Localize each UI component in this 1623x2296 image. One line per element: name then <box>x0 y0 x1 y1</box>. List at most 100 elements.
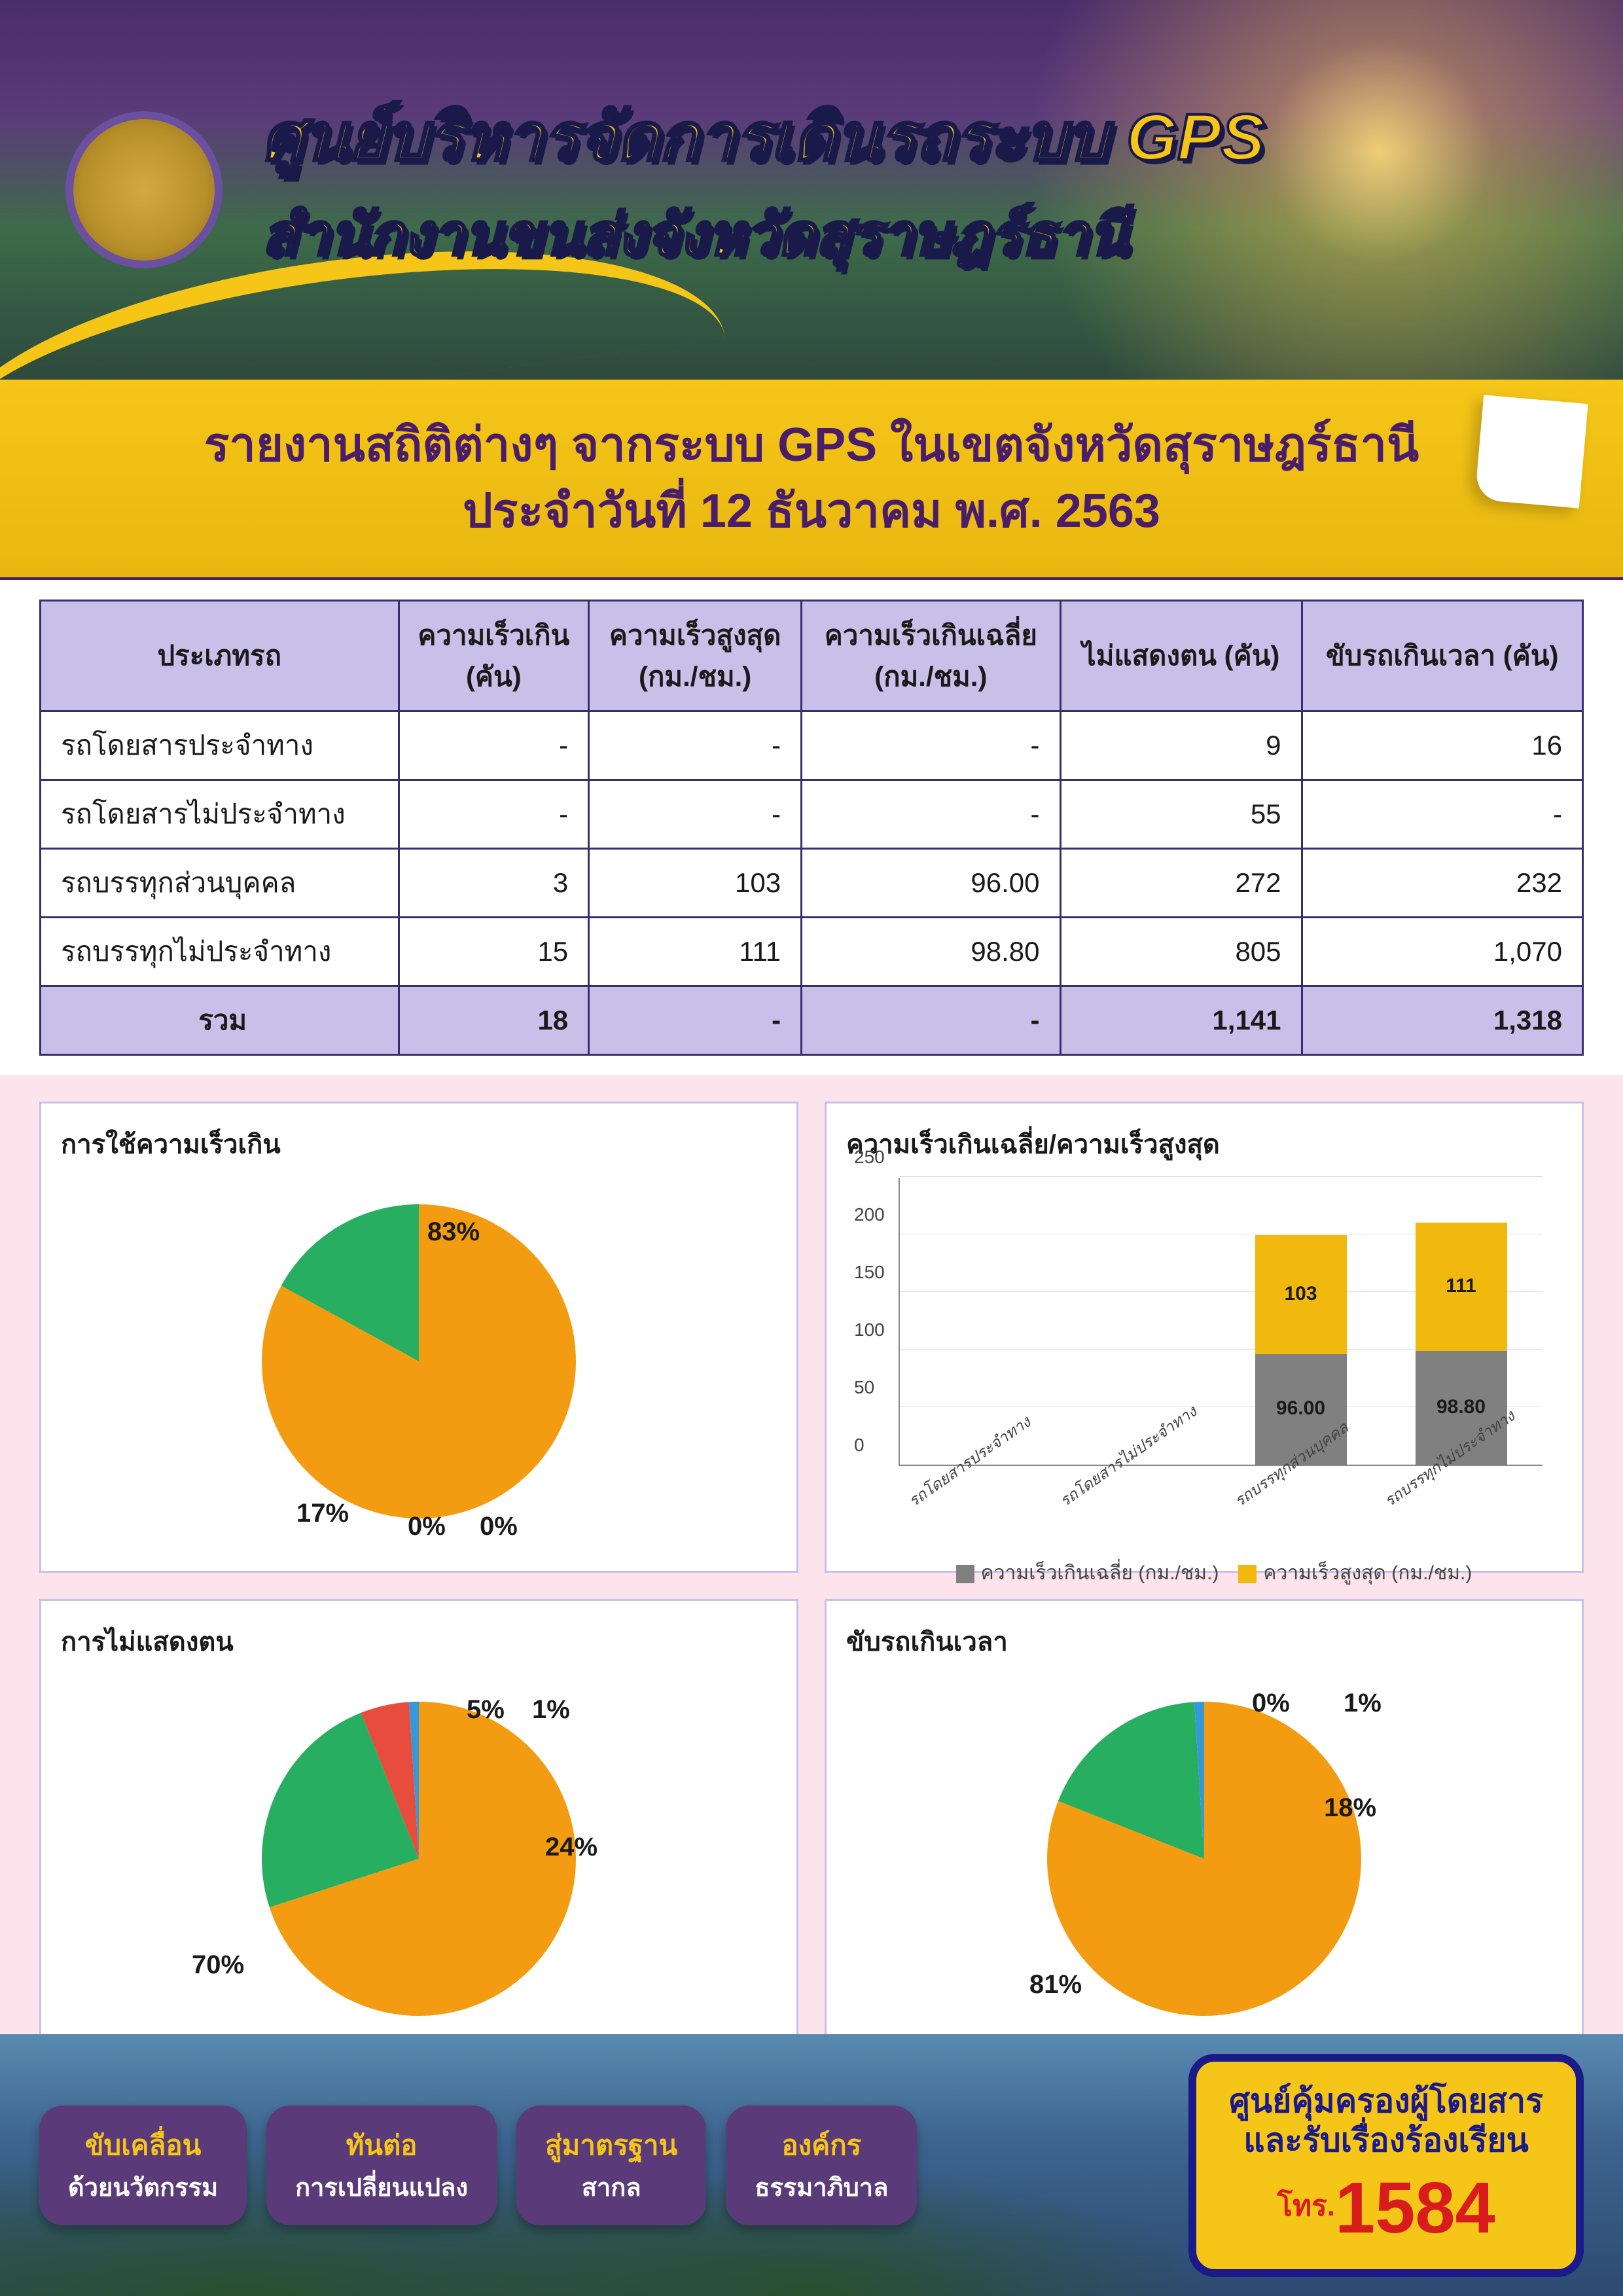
bar-legend: ความเร็วเกินเฉลี่ย (กม./ชม.)ความเร็วสูงส… <box>846 1558 1562 1588</box>
legend-label: ความเร็วเกินเฉลี่ย (กม./ชม.) <box>981 1562 1219 1584</box>
table-cell: - <box>589 986 802 1054</box>
chart-title: การใช้ความเร็วเกิน <box>61 1123 777 1165</box>
table-row: รถโดยสารประจำทาง---916 <box>41 711 1583 780</box>
tel-number: 1584 <box>1335 2168 1495 2248</box>
pie-label: 0% <box>408 1512 446 1541</box>
pie-chart-noid: การไม่แสดงตน 5% 1% 24% 70% <box>39 1599 798 2070</box>
chart-title: ความเร็วเกินเฉลี่ย/ความเร็วสูงสุด <box>846 1123 1562 1165</box>
pie-label: 17% <box>296 1499 349 1528</box>
hotline-line1: ศูนย์คุ้มครองผู้โดยสาร <box>1229 2081 1543 2121</box>
pie-canvas: 0% 1% 18% 81% <box>846 1676 1562 2042</box>
table-cell: - <box>589 780 802 848</box>
table-cell: - <box>802 711 1060 780</box>
header-subtitle: สำนักงานขนส่งจังหวัดสุราษฎร์ธานี <box>262 188 1264 280</box>
footer-pill: สู่มาตรฐานสากล <box>516 2106 706 2225</box>
table-cell: 15 <box>399 917 589 986</box>
header-text: ศูนย์บริหารจัดการเดินรถระบบ GPS สำนักงาน… <box>262 100 1264 280</box>
table-cell: - <box>399 711 589 780</box>
banner-line2: ประจำวันที่ 12 ธันวาคม พ.ศ. 2563 <box>65 478 1558 545</box>
pie-label: 70% <box>192 1950 244 1980</box>
table-cell: - <box>802 986 1060 1054</box>
hotline-box: ศูนย์คุ้มครองผู้โดยสาร และรับเรื่องร้องเ… <box>1188 2054 1584 2277</box>
table-total-row: รวม18--1,1411,318 <box>41 986 1583 1054</box>
y-tick: 150 <box>854 1262 885 1283</box>
table-cell: 9 <box>1060 711 1302 780</box>
pill-line2: ธรรมาภิบาล <box>755 2167 888 2207</box>
bar-value-label: 96.00 <box>1255 1397 1347 1420</box>
table-cell: 96.00 <box>802 848 1060 917</box>
y-tick: 100 <box>854 1319 885 1340</box>
data-table-section: ประเภทรถความเร็วเกิน(คัน)ความเร็วสูงสุด(… <box>0 580 1623 1075</box>
table-cell: 3 <box>399 848 589 917</box>
bar-x-label: รถโดยสารไม่ประจำทาง <box>1054 1399 1202 1513</box>
chart-title: ขับรถเกินเวลา <box>846 1621 1562 1662</box>
banner-line1: รายงานสถิติต่างๆ จากระบบ GPS ในเขตจังหวั… <box>65 412 1558 478</box>
table-cell: 805 <box>1060 917 1302 986</box>
table-cell: 111 <box>589 917 802 986</box>
bar-segment: 111 <box>1416 1223 1507 1350</box>
pie-svg <box>262 1204 576 1518</box>
table-cell: 1,141 <box>1060 986 1302 1054</box>
y-tick: 250 <box>854 1147 885 1168</box>
table-cell: 232 <box>1302 848 1582 917</box>
pill-line1: ขับเคลื่อน <box>68 2124 218 2167</box>
pie-label: 0% <box>480 1512 518 1541</box>
pill-line1: ทันต่อ <box>295 2124 468 2167</box>
chart-title: การไม่แสดงตน <box>61 1621 777 1662</box>
bar-group: 98.80111รถบรรทุกไม่ประจำทาง <box>1416 1223 1507 1464</box>
pie-label: 83% <box>427 1217 480 1247</box>
pill-line2: การเปลี่ยนแปลง <box>295 2167 468 2207</box>
pill-line1: องค์กร <box>755 2124 888 2167</box>
pie-chart-overtime: ขับรถเกินเวลา 0% 1% 18% 81% <box>825 1599 1584 2070</box>
hotline-line2: และรับเรื่องร้องเรียน <box>1229 2121 1543 2160</box>
table-cell: รวม <box>41 986 399 1054</box>
tel-label: โทร. <box>1277 2190 1336 2222</box>
table-cell: - <box>399 780 589 848</box>
pie-label: 18% <box>1324 1793 1376 1823</box>
table-cell: 16 <box>1302 711 1582 780</box>
y-tick: 200 <box>854 1204 885 1225</box>
table-row: รถบรรทุกไม่ประจำทาง1511198.808051,070 <box>41 917 1583 986</box>
bar-x-label: รถโดยสารประจำทาง <box>903 1409 1036 1513</box>
pie-label: 1% <box>1344 1689 1382 1718</box>
pie-label: 1% <box>532 1695 570 1725</box>
table-header: ความเร็วสูงสุด(กม./ชม.) <box>589 600 802 711</box>
y-tick: 0 <box>854 1435 865 1456</box>
report-banner: รายงานสถิติต่างๆ จากระบบ GPS ในเขตจังหวั… <box>0 380 1623 580</box>
table-cell: 55 <box>1060 780 1302 848</box>
pie-canvas: 5% 1% 24% 70% <box>61 1676 777 2042</box>
organization-logo <box>65 111 223 268</box>
pill-line2: ด้วยนวัตกรรม <box>68 2167 218 2207</box>
table-row: รถบรรทุกส่วนบุคคล310396.00272232 <box>41 848 1583 917</box>
table-header: ขับรถเกินเวลา (คัน) <box>1302 600 1582 711</box>
bar-group: 96.00103รถบรรทุกส่วนบุคคล <box>1255 1235 1347 1464</box>
table-cell: 1,318 <box>1302 986 1582 1054</box>
table-cell: รถโดยสารไม่ประจำทาง <box>41 780 399 848</box>
pie-label: 5% <box>467 1695 505 1725</box>
table-header: ความเร็วเกิน(คัน) <box>399 600 589 711</box>
table-cell: 1,070 <box>1302 917 1582 986</box>
table-cell: รถโดยสารประจำทาง <box>41 711 399 780</box>
y-tick: 50 <box>854 1377 874 1398</box>
pie-svg <box>1047 1702 1361 2016</box>
footer-pill: ขับเคลื่อนด้วยนวัตกรรม <box>39 2106 247 2225</box>
table-cell: 103 <box>589 848 802 917</box>
stats-table: ประเภทรถความเร็วเกิน(คัน)ความเร็วสูงสุด(… <box>39 600 1584 1056</box>
table-cell: - <box>802 780 1060 848</box>
pie-label: 24% <box>545 1833 597 1862</box>
pie-svg <box>262 1702 576 2016</box>
table-cell: - <box>589 711 802 780</box>
bar-segment: 103 <box>1255 1235 1347 1354</box>
pie-label: 81% <box>1029 1970 1082 2000</box>
footer-pill: ทันต่อการเปลี่ยนแปลง <box>266 2106 497 2225</box>
table-header: ไม่แสดงตน (คัน) <box>1060 600 1302 711</box>
charts-grid: การใช้ความเร็วเกิน 83% 17% 0% 0% ความเร็วเก… <box>0 1075 1623 2096</box>
footer-banner: ขับเคลื่อนด้วยนวัตกรรมทันต่อการเปลี่ยนแป… <box>0 2034 1623 2296</box>
pie-chart-speed: การใช้ความเร็วเกิน 83% 17% 0% 0% <box>39 1102 798 1573</box>
table-header: ความเร็วเกินเฉลี่ย(กม./ชม.) <box>802 600 1060 711</box>
hotline-tel: โทร.1584 <box>1229 2166 1543 2250</box>
pie-label: 0% <box>1252 1689 1290 1718</box>
header-banner: ศูนย์บริหารจัดการเดินรถระบบ GPS สำนักงาน… <box>0 0 1623 380</box>
bar-canvas: 050100150200250รถโดยสารประจำทางรถโดยสารไ… <box>899 1178 1543 1466</box>
table-cell: รถบรรทุกส่วนบุคคล <box>41 848 399 917</box>
